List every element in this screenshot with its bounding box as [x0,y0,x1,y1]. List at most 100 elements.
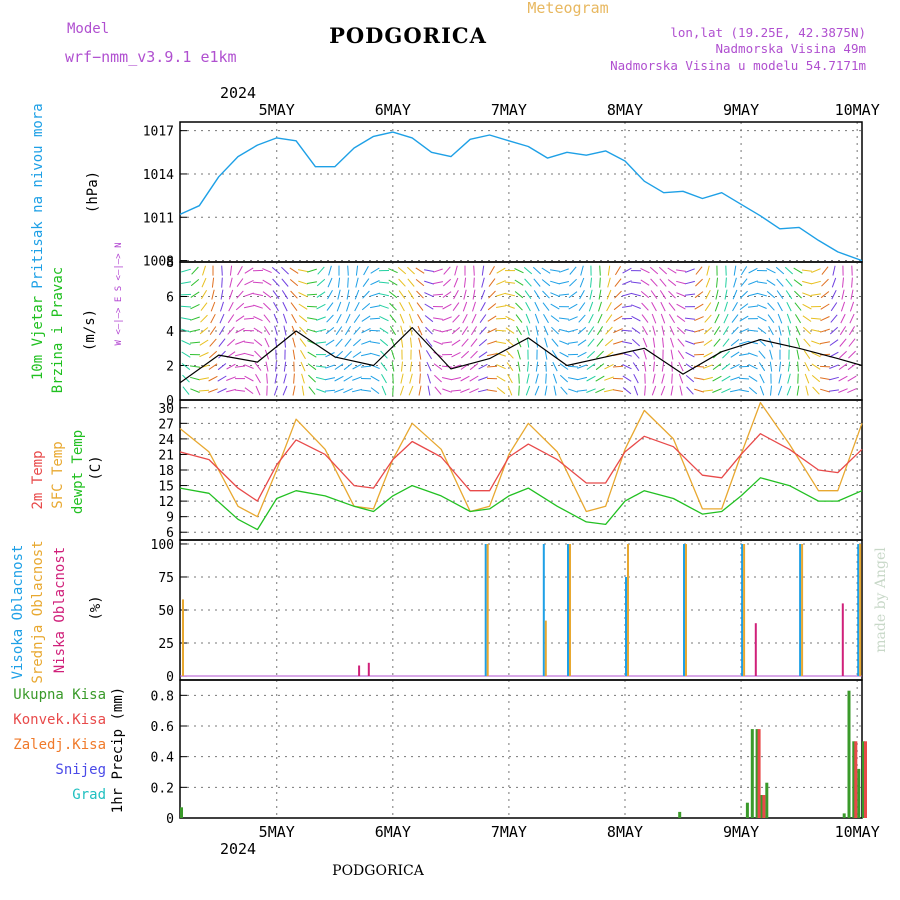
precip-bar [760,795,764,818]
wind-arrow [668,290,676,299]
day-label-top: 6MAY [375,101,411,119]
wind-arrow [739,353,749,356]
wind-arrow [716,277,718,288]
wind-arrow [189,341,201,344]
wind-arrow [604,376,614,381]
wind-arrow [705,277,711,288]
precip-legend-item: Grad [72,787,106,803]
wind-arrow [811,268,821,273]
wind-arrow [262,291,272,299]
wind-arrow [777,313,783,324]
wind-arrow [677,338,685,347]
wind-arrow [757,315,767,322]
wind-arrow [487,389,497,392]
wind-arrow [407,278,415,287]
wind-arrow [715,289,719,300]
wind-arrow [766,267,776,274]
wind-arrow [676,292,686,297]
wind-arrow [324,389,336,392]
wind-arrow [281,278,289,287]
wind-arrow [210,313,216,324]
wind-arrow [235,340,245,345]
wind-arrow [480,301,486,312]
precip-bar [857,768,861,818]
wind-arrow [392,385,394,396]
ytick-label: 0.4 [151,751,175,766]
wind-arrow [838,388,848,393]
wind-arrow [542,290,550,299]
wind-arrow [451,339,461,346]
wind-arrow [190,279,200,287]
wind-arrow [282,385,288,396]
precip-legend-item: Ukupna Kisa [13,687,106,703]
wind-arrow [487,353,497,357]
wind-arrow [352,376,362,381]
wind-arrow [469,363,479,371]
wind-arrow [820,377,830,380]
wind-arrow [659,278,667,287]
wind-arrow [263,326,271,336]
wind-arrow [289,279,299,287]
wind-arrow [769,349,773,360]
wind-arrow [235,327,245,334]
year-label-top: 2024 [220,84,256,102]
wind-arrow [335,338,343,347]
pressure-line [179,131,863,262]
wind-arrow [793,267,803,274]
day-label-bottom: 7MAY [491,823,527,841]
wind-arrow [551,338,559,347]
wind-arrow [477,389,489,393]
watermark: made by Angel [873,547,889,653]
wind-arrow [759,373,765,384]
wind-arrow [392,373,394,384]
wind-arrow [614,278,622,287]
wind-arrow [702,389,714,392]
wind-arrow [317,266,325,275]
wind-arrow [577,326,587,335]
wind-arrow [306,305,318,308]
wind-arrow [506,350,514,359]
cloud-bar [358,665,361,677]
wind-arrow [758,350,766,359]
wind-arrow [344,338,352,347]
wind-arrow [191,266,199,275]
wind-arrow [729,389,741,393]
ytick-label: 30 [158,402,174,417]
wind-arrow [298,292,308,298]
wind-arrow [291,314,297,324]
wind-arrow [552,361,558,372]
wind-arrow [369,329,381,332]
precip-bar [842,813,846,818]
wind-arrow [644,385,646,396]
wind-arrow [505,315,515,322]
wind-arrow [748,292,758,297]
wind-arrow [442,303,452,310]
wind-arrow [253,339,263,347]
wind-arrow [360,365,372,368]
wind-arrow [598,301,602,312]
wind-arrow [253,327,263,334]
wind-arrow [298,280,308,285]
wind-arrow [488,278,496,287]
wind-arrow [612,365,624,368]
wind-arrow [840,301,846,312]
wind-arrow [427,385,431,396]
wind-arrow [243,317,255,320]
wind-arrow [553,385,557,396]
wind-arrow [794,302,802,311]
wind-arrow [739,315,749,322]
wind-arrow [236,278,244,287]
wind-arrow [433,340,443,345]
wind-arrow [274,325,278,336]
wind-arrow [603,389,615,393]
wind-arrow [652,337,656,348]
ytick-label: 15 [158,480,174,495]
wind-arrow [579,277,585,288]
wind-arrow [327,290,333,300]
wind-arrow [301,373,305,384]
wind-arrow [706,265,710,276]
wind-arrow [379,339,389,347]
wind-arrow [427,373,431,384]
wind-arrow [568,388,578,393]
wind-arrow [190,376,200,381]
